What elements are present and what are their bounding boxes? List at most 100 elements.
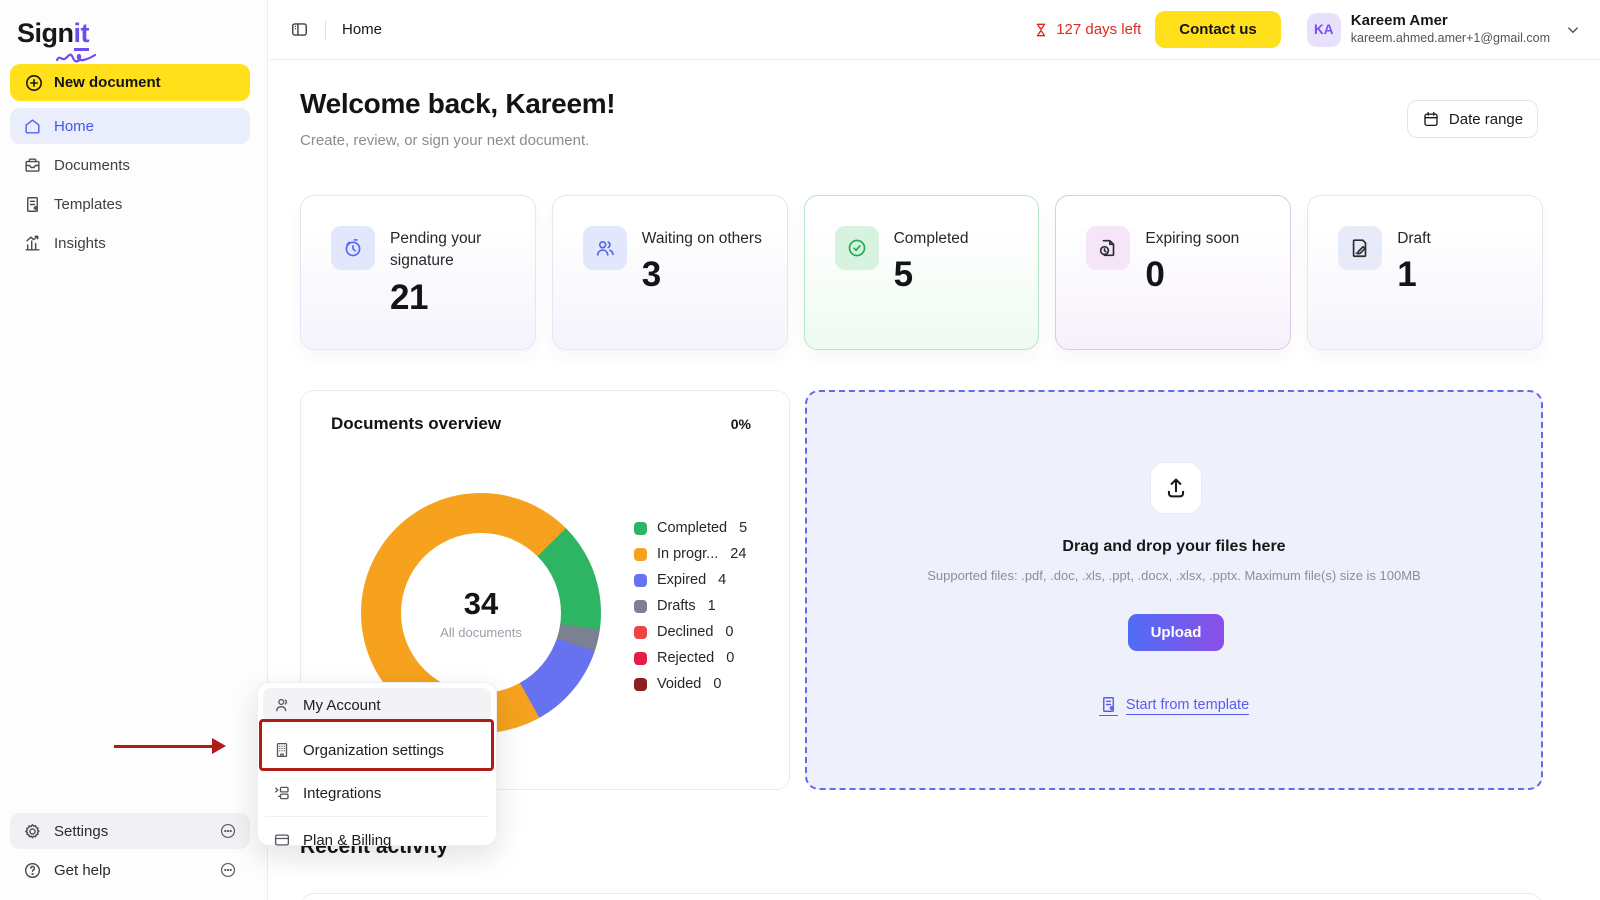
credit-card-icon [273,831,291,849]
legend-value: 0 [713,676,722,692]
page-title: Welcome back, Kareem! [300,88,616,119]
legend-swatch [634,547,647,561]
sidebar-toggle-icon[interactable] [290,20,309,39]
home-icon [23,117,42,136]
legend-label: In progr... [657,546,719,562]
stat-value: 0 [1145,255,1165,295]
sidebar-nav: Home Documents Templates Insights [10,108,250,261]
legend-item: Voided 0 [634,676,774,692]
stat-label: Pending your signature [390,230,482,270]
chart-title: Documents overview [331,414,502,433]
sidebar-item-label: Get help [54,861,111,879]
date-range-button[interactable]: Date range [1407,100,1538,138]
stat-card-pending[interactable]: Pending your signature 21 [300,195,536,350]
upload-button[interactable]: Upload [1128,614,1224,651]
sidebar-item-templates[interactable]: Templates [10,186,250,222]
legend-label: Expired [657,572,707,588]
legend-label: Completed [657,520,728,536]
trial-days-left: 127 days left [1033,21,1141,38]
donut-center-label: All documents [440,625,522,640]
upload-dropzone[interactable]: Drag and drop your files here Supported … [805,390,1543,790]
ellipsis-circle-icon[interactable] [219,861,237,879]
check-circle-icon [834,226,879,270]
stat-value: 5 [893,255,913,295]
legend-label: Voided [657,676,702,692]
sidebar-item-insights[interactable]: Insights [10,225,250,261]
file-pen-icon [1338,226,1383,270]
chart-percent-label: 0% [730,416,751,432]
integrations-icon [273,784,291,802]
chevron-down-icon[interactable] [1564,21,1582,39]
donut-total: 34 [463,586,499,621]
menu-item-label: My Account [303,696,381,714]
user-block: Kareem Amer kareem.ahmed.amer+1@gmail.co… [1351,12,1550,46]
sidebar-item-documents[interactable]: Documents [10,147,250,183]
recent-activity-card [300,893,1543,900]
legend-label: Rejected [657,650,715,666]
legend-value: 0 [726,650,735,666]
brand-logo: Signit [17,18,89,51]
sidebar-footer: Settings Get help [10,813,250,888]
stat-value: 21 [390,277,428,317]
stat-card-expiring[interactable]: Expiring soon 0 [1055,195,1292,350]
template-icon [1098,695,1118,716]
stat-card-waiting[interactable]: Waiting on others 3 [551,195,788,350]
topbar-divider [325,19,326,40]
menu-item-label: Integrations [303,784,382,802]
legend-swatch [634,677,647,691]
legend-swatch [634,599,647,613]
stat-value: 1 [1397,255,1417,295]
ellipsis-circle-icon[interactable] [219,822,237,840]
sidebar-item-home[interactable]: Home [10,108,250,144]
clock-history-icon [331,226,375,270]
start-from-template-link[interactable]: Start from template [807,695,1541,716]
upload-icon [1150,462,1202,514]
person-icon [273,696,291,714]
brand-prefix: Sign [17,18,74,48]
legend-value: 4 [718,572,727,588]
legend-item: Expired 4 [634,572,774,588]
legend-item: Rejected 0 [634,650,774,666]
legend-item: Drafts 1 [634,598,774,614]
legend-value: 1 [707,598,716,614]
legend-value: 24 [730,546,747,562]
file-clock-icon [1086,226,1131,270]
documents-icon [23,156,42,175]
menu-item-label: Plan & Billing [303,831,392,849]
menu-item-my-account[interactable]: My Account [263,688,491,722]
sidebar-item-label: Templates [54,195,123,213]
sidebar-item-settings[interactable]: Settings [10,813,250,849]
date-range-label: Date range [1448,110,1524,128]
menu-item-organization-settings[interactable]: Organization settings [263,726,491,774]
menu-item-label: Organization settings [303,741,444,759]
avatar[interactable]: KA [1306,12,1341,47]
help-circle-icon [23,861,42,880]
menu-item-integrations[interactable]: Integrations [263,776,491,810]
stat-label: Draft [1397,230,1431,247]
donut-center: 34 All documents [401,533,561,693]
menu-item-plan-billing[interactable]: Plan & Billing [263,823,491,857]
calendar-icon [1422,110,1440,128]
legend-label: Declined [657,624,714,640]
sidebar-item-get-help[interactable]: Get help [10,852,250,888]
sidebar-item-label: Home [54,117,95,135]
legend-item: Completed 5 [634,520,774,536]
legend-value: 0 [725,624,734,640]
contact-us-button[interactable]: Contact us [1155,11,1281,48]
menu-divider [265,816,489,817]
insights-icon [23,234,42,253]
users-icon [582,226,627,270]
sidebar-item-label: Insights [54,234,106,252]
sidebar: Signit New document Home Documents Templ… [0,0,268,900]
new-document-button[interactable]: New document [10,64,250,101]
legend-swatch [634,521,647,535]
user-name: Kareem Amer [1350,12,1448,30]
templates-icon [23,195,42,214]
chart-legend: Completed 5 In progr... 24 Expired 4 Drafts 1 De… [634,520,774,692]
stat-card-draft[interactable]: Draft 1 [1307,195,1543,350]
user-email: kareem.ahmed.amer+1@gmail.com [1350,31,1550,46]
page-subtitle: Create, review, or sign your next docume… [300,132,590,149]
stat-label: Waiting on others [641,230,762,247]
settings-context-menu: My Account Organization settings Integra… [257,682,497,849]
stat-card-completed[interactable]: Completed 5 [803,195,1040,350]
